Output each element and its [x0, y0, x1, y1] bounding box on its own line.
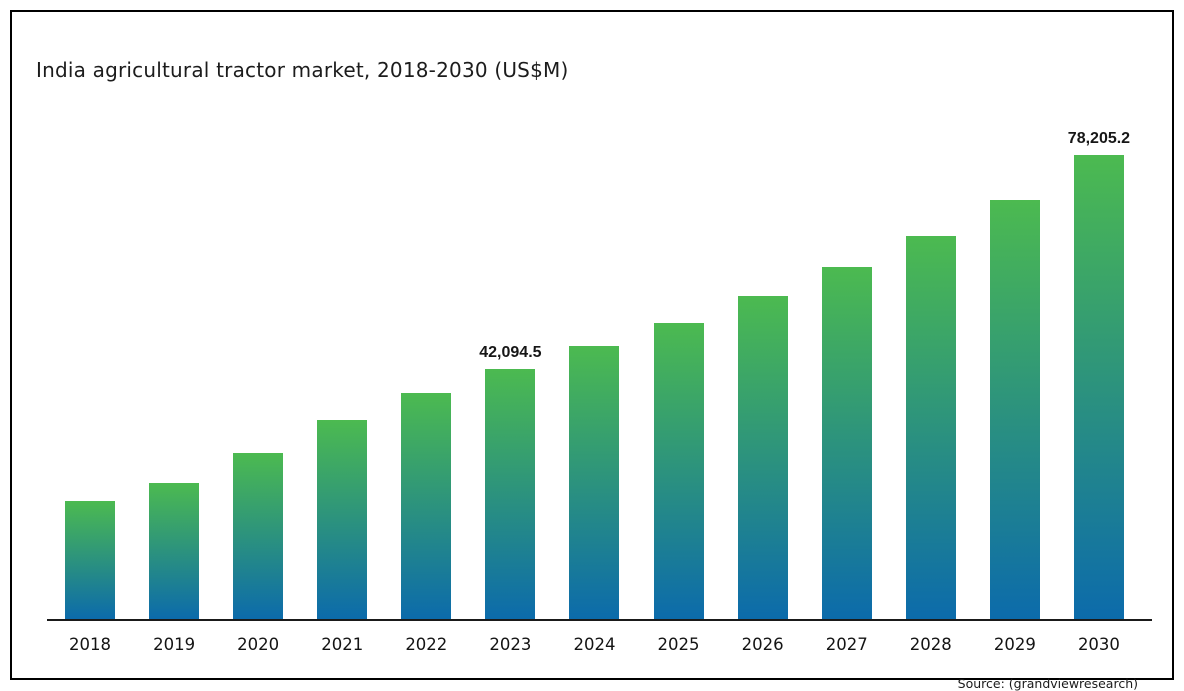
x-axis-label-2019: 2019: [153, 635, 196, 654]
bar-2021: [317, 420, 368, 619]
bar-2026: [737, 296, 788, 619]
bar-column-2025: [653, 130, 704, 619]
bar-2019: [149, 483, 200, 619]
bar-column-2027: [821, 130, 872, 619]
bar-2018: [65, 501, 115, 619]
x-axis-label-2023: 2023: [489, 635, 532, 654]
x-axis-label-2026: 2026: [741, 635, 784, 654]
x-axis-label-2030: 2030: [1077, 635, 1120, 654]
bar-2027: [821, 267, 872, 619]
bar-2025: [653, 323, 704, 619]
bar-2020: [233, 453, 284, 619]
bar-column-2029: [989, 130, 1040, 619]
x-axis-label-2024: 2024: [573, 635, 616, 654]
bar-column-2019: [149, 130, 200, 619]
bar-column-2030: 78,205.2: [1068, 130, 1130, 619]
bar-2023: [485, 369, 536, 619]
bar-2024: [569, 346, 620, 619]
bar-column-2028: [905, 130, 956, 619]
bar-value-label-2023: 42,094.5: [479, 344, 542, 361]
bar-value-label-2030: 78,205.2: [1067, 130, 1131, 147]
x-axis-label-2021: 2021: [321, 635, 364, 654]
x-axis-label-2022: 2022: [405, 635, 448, 654]
x-axis-label-2029: 2029: [993, 635, 1036, 654]
chart-frame: India agricultural tractor market, 2018-…: [10, 10, 1174, 691]
bar-2029: [989, 200, 1040, 619]
chart-title: India agricultural tractor market, 2018-…: [36, 58, 569, 82]
bar-column-2024: [569, 130, 620, 619]
plot-area: 42,094.5 78,205.2: [12, 130, 1172, 619]
x-axis-label-2025: 2025: [657, 635, 700, 654]
x-axis-label-2018: 2018: [69, 635, 111, 654]
source-text: Source: (grandviewresearch): [957, 676, 1138, 691]
x-axis-line: [47, 619, 1152, 621]
bar-column-2026: [737, 130, 788, 619]
bar-column-2021: [317, 130, 368, 619]
x-axis-label-2027: 2027: [825, 635, 868, 654]
bar-column-2020: [233, 130, 284, 619]
bar-2028: [905, 236, 956, 619]
bar-column-2018: [65, 130, 115, 619]
bar-column-2023: 42,094.5: [479, 130, 542, 619]
bar-2022: [401, 393, 452, 619]
bar-column-2022: [401, 130, 452, 619]
x-axis-label-2020: 2020: [237, 635, 280, 654]
x-axis-labels: 2018 2019 2020 2021 2022 2023 2024 2025 2026 2027…: [12, 635, 1172, 654]
bar-2030: [1073, 155, 1124, 619]
x-axis-label-2028: 2028: [909, 635, 952, 654]
